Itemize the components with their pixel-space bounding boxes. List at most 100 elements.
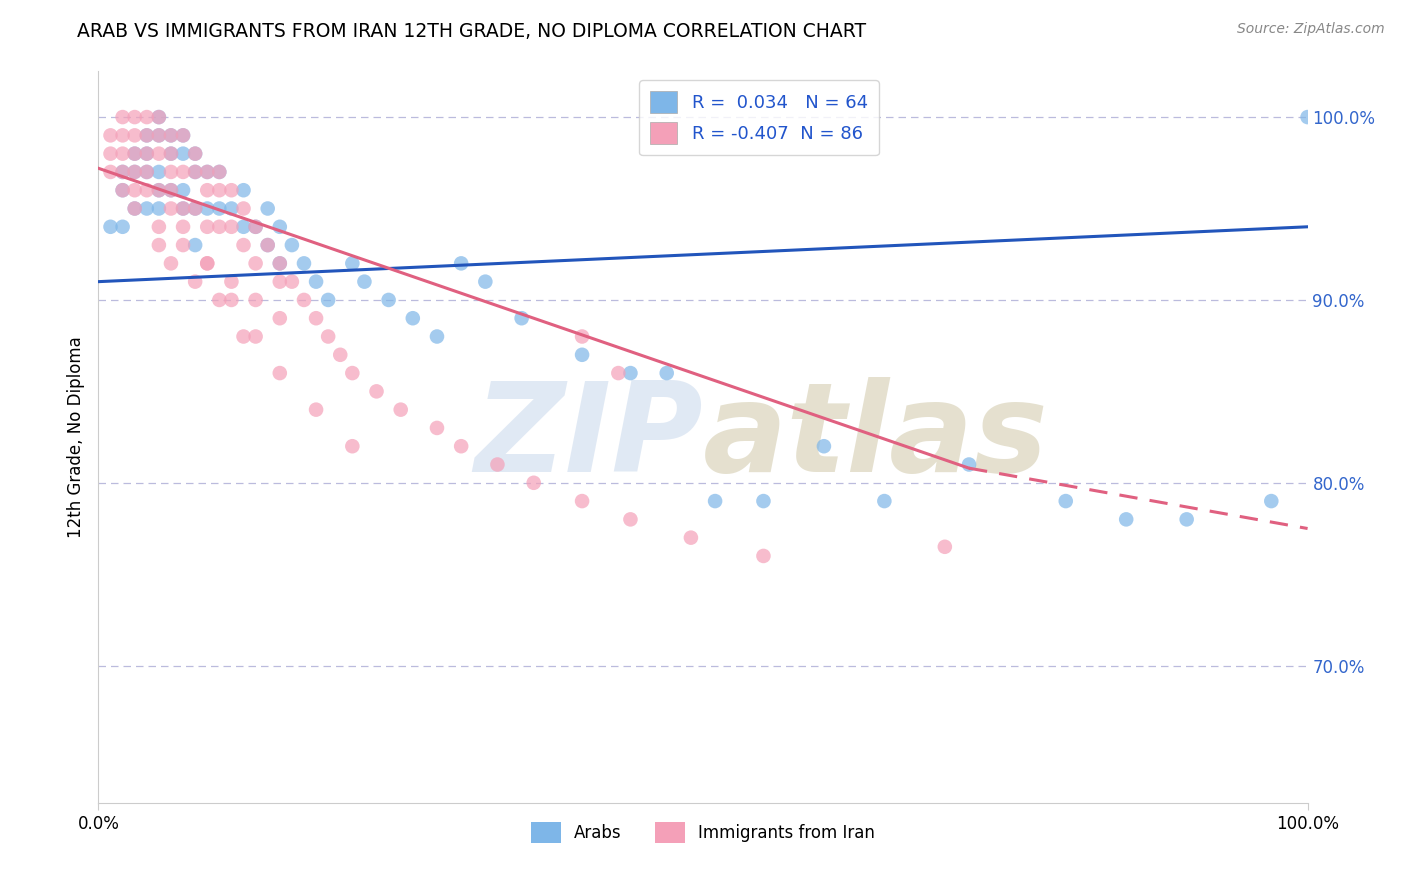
Point <box>704 494 727 508</box>
Point <box>172 238 194 252</box>
Point <box>195 165 218 179</box>
Point <box>342 439 364 453</box>
Point <box>292 293 315 307</box>
Point <box>342 256 364 270</box>
Point <box>184 275 207 289</box>
Point <box>111 165 134 179</box>
Point <box>148 110 170 124</box>
Point <box>160 128 183 143</box>
Point <box>124 146 146 161</box>
Point <box>377 293 399 307</box>
Point <box>124 183 146 197</box>
Point <box>245 256 267 270</box>
Point <box>281 238 304 252</box>
Point <box>172 128 194 143</box>
Point <box>256 202 278 216</box>
Point <box>100 165 122 179</box>
Point <box>571 329 593 343</box>
Point <box>135 183 157 197</box>
Point <box>195 256 218 270</box>
Point <box>184 146 207 161</box>
Point <box>402 311 425 326</box>
Point <box>269 256 291 270</box>
Point <box>232 202 254 216</box>
Point <box>172 165 194 179</box>
Point <box>195 256 218 270</box>
Point <box>111 183 134 197</box>
Point <box>172 202 194 216</box>
Point <box>281 275 304 289</box>
Point <box>523 475 546 490</box>
Point <box>353 275 375 289</box>
Point <box>426 329 449 343</box>
Point <box>160 146 183 161</box>
Point <box>124 146 146 161</box>
Point <box>607 366 630 380</box>
Point <box>148 128 170 143</box>
Point <box>232 238 254 252</box>
Point <box>208 219 231 234</box>
Point <box>292 256 315 270</box>
Point <box>256 238 278 252</box>
Point <box>208 165 231 179</box>
Y-axis label: 12th Grade, No Diploma: 12th Grade, No Diploma <box>66 336 84 538</box>
Point <box>316 329 339 343</box>
Point <box>256 238 278 252</box>
Point <box>148 146 170 161</box>
Point <box>208 293 231 307</box>
Point <box>111 110 134 124</box>
Point <box>135 128 157 143</box>
Point <box>571 494 593 508</box>
Point <box>124 202 146 216</box>
Point <box>1296 110 1319 124</box>
Point <box>208 183 231 197</box>
Point <box>679 531 702 545</box>
Point <box>160 146 183 161</box>
Point <box>245 293 267 307</box>
Point <box>474 275 496 289</box>
Point <box>100 219 122 234</box>
Point <box>571 348 593 362</box>
Point <box>184 146 207 161</box>
Point <box>148 110 170 124</box>
Point <box>195 202 218 216</box>
Point <box>221 202 243 216</box>
Point <box>111 128 134 143</box>
Point <box>148 128 170 143</box>
Point <box>160 183 183 197</box>
Point <box>329 348 352 362</box>
Point <box>195 183 218 197</box>
Point <box>111 165 134 179</box>
Point <box>135 128 157 143</box>
Point <box>160 183 183 197</box>
Point <box>752 494 775 508</box>
Point <box>135 165 157 179</box>
Point <box>184 202 207 216</box>
Point <box>232 329 254 343</box>
Point <box>184 238 207 252</box>
Point <box>208 165 231 179</box>
Point <box>172 219 194 234</box>
Point <box>135 202 157 216</box>
Point <box>655 366 678 380</box>
Point <box>1175 512 1198 526</box>
Point <box>232 183 254 197</box>
Point <box>172 128 194 143</box>
Point <box>148 183 170 197</box>
Point <box>619 366 641 380</box>
Point <box>100 146 122 161</box>
Point <box>172 146 194 161</box>
Point <box>184 165 207 179</box>
Point <box>100 128 122 143</box>
Text: ZIP: ZIP <box>474 376 703 498</box>
Point <box>124 165 146 179</box>
Point <box>135 165 157 179</box>
Text: atlas: atlas <box>703 376 1049 498</box>
Point <box>245 329 267 343</box>
Point <box>269 311 291 326</box>
Point <box>135 146 157 161</box>
Point <box>245 219 267 234</box>
Point <box>184 202 207 216</box>
Point <box>124 165 146 179</box>
Text: ARAB VS IMMIGRANTS FROM IRAN 12TH GRADE, NO DIPLOMA CORRELATION CHART: ARAB VS IMMIGRANTS FROM IRAN 12TH GRADE,… <box>77 22 866 41</box>
